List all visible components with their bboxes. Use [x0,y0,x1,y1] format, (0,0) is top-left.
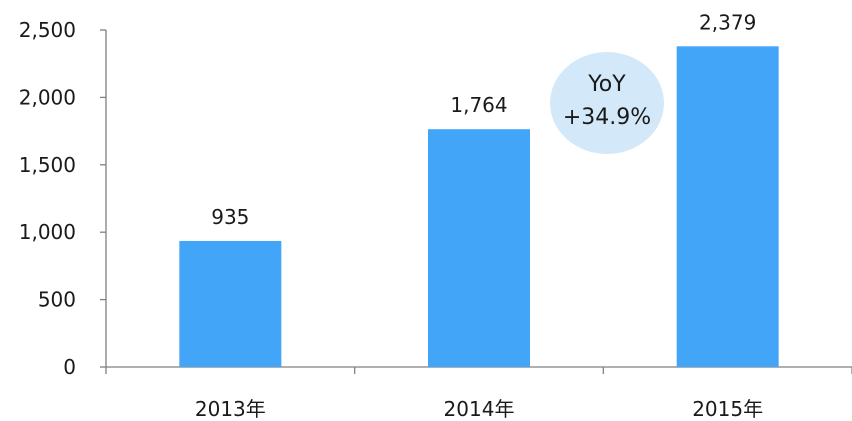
bar [428,129,530,367]
bar [676,46,779,368]
y-tick-label: 1,000 [19,220,76,244]
callout-bubble [550,52,664,154]
x-axis-ticks: 2013年 2014年 2015年 [105,367,852,421]
y-tick-label: 2,500 [19,18,76,42]
bars [179,46,779,368]
x-tick-label: 2014年 [444,397,515,421]
y-axis-ticks: 0 500 1,000 1,500 2,000 2,500 [19,18,106,379]
y-tick-label: 0 [63,355,76,379]
callout-label: YoY [587,72,626,97]
y-tick-label: 1,500 [19,153,76,177]
yoy-callout: YoY +34.9% [550,52,664,154]
x-tick-label: 2013年 [195,397,266,421]
bar-value-label: 1,764 [450,93,507,117]
y-tick-label: 2,000 [19,85,76,109]
x-tick-label: 2015年 [692,397,763,421]
callout-value: +34.9% [563,105,651,130]
bar-value-label: 935 [211,205,249,229]
data-labels: 935 1,764 2,379 [211,10,756,229]
bar [179,240,282,367]
y-tick-label: 500 [38,288,76,312]
bar-value-label: 2,379 [699,10,756,34]
